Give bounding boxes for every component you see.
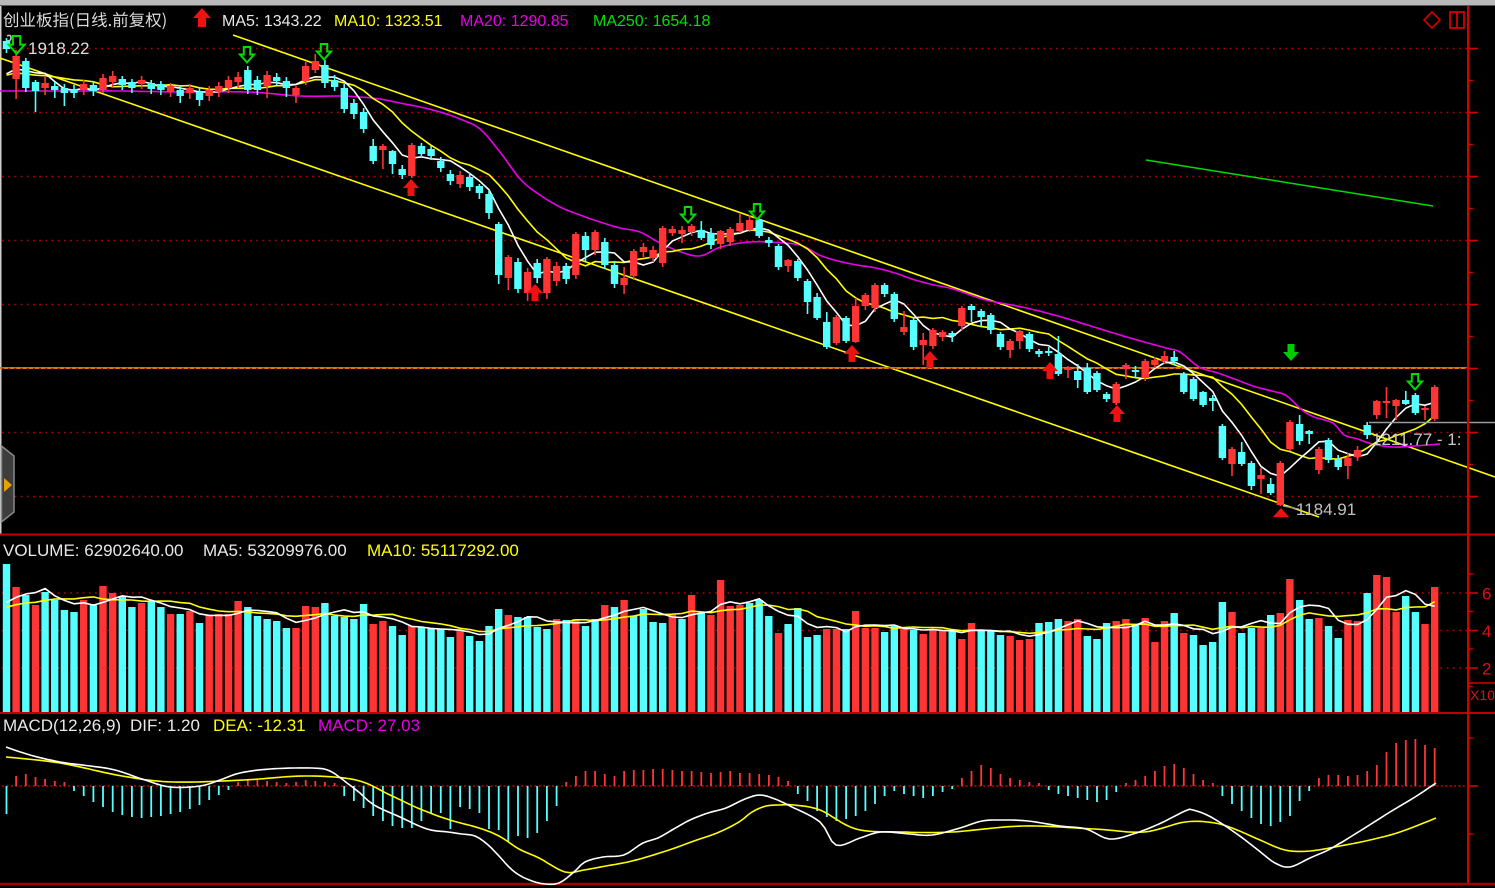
svg-text:MA20: 1290.85: MA20: 1290.85 [460,13,569,30]
svg-text:MACD(12,26,9): MACD(12,26,9) [3,716,121,735]
svg-text:1184.91: 1184.91 [1296,500,1356,519]
svg-text:MA5: 1343.22: MA5: 1343.22 [222,13,322,30]
svg-text:MA10: 55117292.00: MA10: 55117292.00 [367,541,519,560]
svg-text:1918.22: 1918.22 [28,39,89,58]
svg-text:MA250: 1654.18: MA250: 1654.18 [593,13,711,30]
svg-text:X10: X10 [1470,687,1495,703]
svg-text:VOLUME: 62902640.00: VOLUME: 62902640.00 [3,541,184,560]
svg-text:2: 2 [1482,660,1491,679]
svg-text:MA5: 53209976.00: MA5: 53209976.00 [203,541,347,560]
svg-text:1211.77 - 1:: 1211.77 - 1: [1372,430,1461,449]
svg-text:MA10: 1323.51: MA10: 1323.51 [334,13,443,30]
svg-text:MACD: 27.03: MACD: 27.03 [318,716,420,735]
svg-text:4: 4 [1482,622,1491,641]
svg-text:6: 6 [1482,585,1491,604]
svg-text:DIF: 1.20: DIF: 1.20 [130,716,200,735]
svg-text:DEA: -12.31: DEA: -12.31 [213,716,306,735]
